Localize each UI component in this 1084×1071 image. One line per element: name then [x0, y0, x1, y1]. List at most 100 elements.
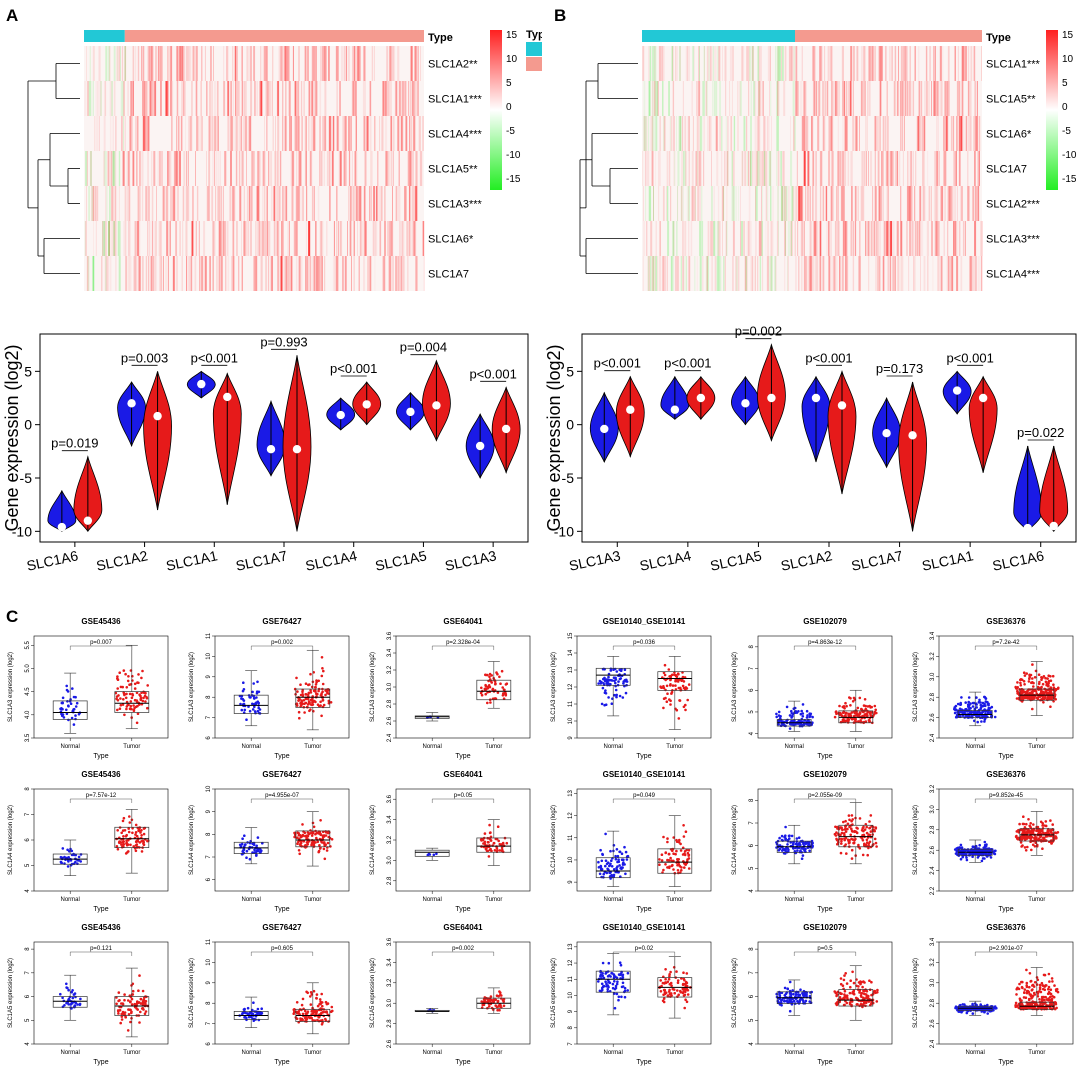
heatmap-cell	[954, 46, 956, 81]
heatmap-cell	[217, 116, 219, 151]
heatmap-cell	[894, 256, 896, 291]
heatmap-cell	[750, 151, 752, 186]
heatmap-cell	[779, 46, 782, 81]
heatmap-cell	[372, 186, 375, 221]
heatmap-cell	[817, 81, 819, 116]
heatmap-cell	[384, 186, 386, 221]
heatmap-cell	[946, 116, 948, 151]
normal-point	[243, 708, 247, 712]
heatmap-cell	[851, 151, 853, 186]
heatmap-cell	[798, 186, 801, 221]
heatmap-cell	[363, 221, 365, 256]
heatmap-cell	[144, 116, 147, 151]
x-tick-label: SLC1A3	[568, 547, 623, 574]
tumor-point	[327, 699, 331, 703]
heatmap-cell	[399, 221, 401, 256]
violin-normal-median	[266, 445, 276, 454]
tumor-point	[852, 696, 856, 700]
heatmap-cell	[124, 116, 126, 151]
y-tick-label: 3.4	[387, 815, 393, 824]
heatmap-cell	[940, 256, 942, 291]
heatmap-cell	[303, 81, 305, 116]
heatmap-cell	[657, 81, 659, 116]
heatmap-cell	[380, 186, 383, 221]
heatmap-cell	[235, 151, 237, 186]
box	[476, 837, 512, 853]
normal-point	[969, 852, 973, 855]
tumor-point	[293, 835, 296, 839]
heatmap-cell	[406, 221, 408, 256]
heatmap-cell	[721, 151, 723, 186]
heatmap-cell	[109, 46, 111, 81]
heatmap-cell	[372, 221, 375, 256]
heatmap-cell	[727, 151, 729, 186]
tumor-point	[685, 687, 689, 690]
tumor-point	[658, 858, 661, 861]
heatmap-cell	[951, 186, 953, 221]
heatmap-cell	[145, 256, 147, 291]
heatmap-cell	[658, 151, 660, 186]
heatmap-cell	[314, 116, 316, 151]
tumor-point	[1045, 683, 1048, 687]
normal-point	[614, 857, 618, 861]
heatmap-cell	[237, 81, 238, 116]
heatmap-cell	[713, 221, 715, 256]
heatmap-cell	[698, 81, 700, 116]
heatmap-cell	[679, 116, 682, 151]
heatmap-cell	[844, 151, 846, 186]
heatmap-cell	[653, 46, 655, 81]
normal-point	[800, 717, 804, 721]
normal-point	[240, 708, 244, 712]
heatmap-cell	[948, 46, 950, 81]
tumor-point	[312, 825, 316, 829]
heatmap-cell	[755, 186, 756, 221]
heatmap-cell	[755, 221, 757, 256]
heatmap-cell	[369, 81, 371, 116]
x-tick-label: Tumor	[123, 897, 140, 903]
heatmap-cell	[162, 186, 165, 221]
heatmap-cell	[91, 186, 93, 221]
heatmap-cell	[689, 256, 691, 291]
heatmap-cell	[834, 81, 837, 116]
heatmap-cell	[851, 221, 852, 256]
plot-frame	[395, 635, 531, 739]
heatmap-cell	[865, 221, 868, 256]
normal-point	[960, 710, 963, 713]
heatmap-cell	[367, 116, 369, 151]
normal-point	[72, 707, 76, 711]
heatmap-cell	[922, 221, 924, 256]
heatmap-cell	[759, 151, 761, 186]
heatmap-cell	[790, 116, 791, 151]
heatmap-cell	[160, 81, 162, 116]
tumor-point	[495, 846, 499, 850]
heatmap-cell	[685, 46, 687, 81]
heatmap-cell	[698, 81, 701, 116]
heatmap-cell	[299, 151, 302, 186]
heatmap-cell	[696, 81, 698, 116]
heatmap-cell	[316, 256, 319, 291]
heatmap-cell	[677, 186, 679, 221]
heatmap-cell	[182, 81, 184, 116]
heatmap-cell	[962, 81, 964, 116]
heatmap-cell	[400, 116, 402, 151]
tumor-point	[835, 831, 838, 834]
heatmap-cell	[340, 81, 341, 116]
heatmap-cell	[944, 116, 946, 151]
heatmap-cell	[679, 46, 681, 81]
heatmap-cell	[699, 116, 702, 151]
heatmap-cell	[698, 151, 701, 186]
heatmap-cell	[351, 256, 352, 291]
tumor-point	[488, 672, 492, 676]
normal-point	[60, 701, 64, 705]
tumor-point	[1046, 677, 1049, 680]
heatmap-cell	[927, 81, 929, 116]
heatmap-cell	[397, 116, 400, 151]
heatmap-cell	[762, 151, 764, 186]
heatmap-cell	[241, 151, 244, 186]
heatmap-cell	[778, 221, 779, 256]
heatmap-cell	[781, 186, 784, 221]
tumor-point	[679, 849, 683, 852]
heatmap-cell	[923, 116, 925, 151]
heatmap-cell	[695, 151, 697, 186]
heatmap-cell	[103, 151, 106, 186]
